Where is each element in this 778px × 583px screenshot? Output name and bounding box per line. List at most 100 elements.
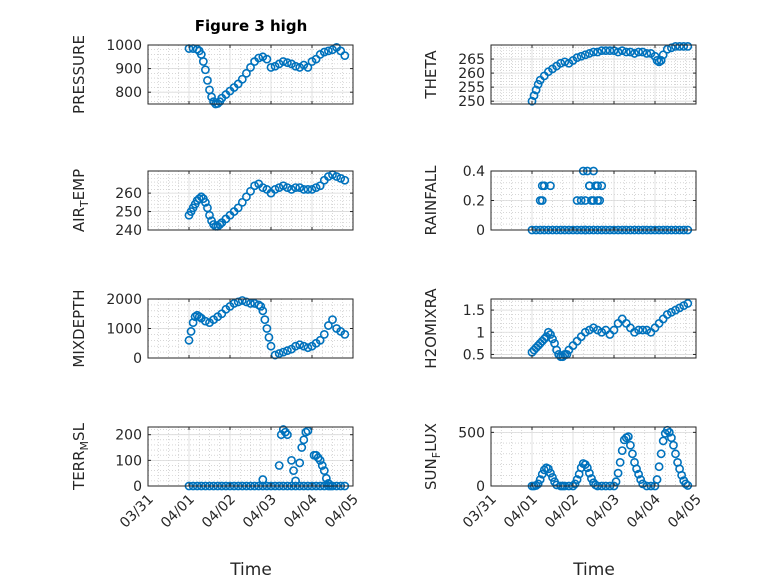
y-tick-label: 265 bbox=[458, 52, 485, 68]
data-point bbox=[546, 468, 555, 478]
data-point bbox=[291, 183, 300, 192]
subplot-4: 0 0.2 0.4 RAINFALL bbox=[422, 164, 697, 239]
data-point bbox=[303, 185, 313, 194]
data-point bbox=[209, 97, 218, 107]
data-point bbox=[207, 92, 216, 102]
data-point bbox=[626, 47, 635, 57]
y-axis-label: AIRTEMP bbox=[70, 169, 91, 232]
data-point bbox=[303, 343, 313, 353]
series-markers bbox=[184, 42, 350, 109]
data-point bbox=[258, 183, 268, 192]
data-point bbox=[656, 449, 666, 459]
data-point bbox=[650, 51, 660, 61]
y-tick-label: 0 bbox=[133, 351, 142, 367]
data-point bbox=[548, 334, 557, 344]
data-point bbox=[560, 57, 570, 67]
data-point bbox=[671, 42, 680, 51]
data-point bbox=[570, 479, 580, 489]
data-point bbox=[533, 79, 543, 89]
data-point bbox=[241, 297, 251, 307]
data-point bbox=[184, 335, 194, 345]
data-point bbox=[683, 42, 693, 51]
data-point bbox=[535, 475, 545, 484]
data-point bbox=[539, 334, 549, 344]
y-tick-label: 1 bbox=[476, 325, 485, 341]
data-point bbox=[282, 430, 292, 440]
subplot-1: 800 900 1000 PRESSURE bbox=[70, 35, 354, 114]
x-axis-label-left: Time bbox=[229, 560, 272, 580]
data-point bbox=[667, 43, 676, 53]
data-point bbox=[297, 443, 307, 452]
data-point bbox=[254, 300, 264, 310]
data-point bbox=[529, 91, 539, 100]
subplot-3: 240 250 260 AIRTEMP bbox=[70, 169, 354, 239]
series-markers bbox=[184, 170, 350, 231]
data-point bbox=[556, 58, 566, 68]
data-point bbox=[237, 74, 247, 84]
data-point bbox=[652, 475, 662, 484]
data-point bbox=[658, 436, 668, 446]
data-point bbox=[260, 315, 270, 325]
data-point bbox=[274, 349, 284, 358]
axes-box bbox=[147, 170, 354, 231]
data-point bbox=[669, 440, 678, 450]
y-tick-label: 0.5 bbox=[463, 347, 485, 363]
y-axis-label: RAINFALL bbox=[422, 165, 440, 236]
data-point bbox=[580, 196, 590, 205]
data-point bbox=[266, 63, 276, 72]
data-point bbox=[262, 54, 272, 64]
data-point bbox=[186, 327, 196, 336]
y-axis-label: TERRMSL bbox=[70, 422, 91, 491]
y-tick-label: 255 bbox=[458, 80, 485, 96]
axes-box bbox=[490, 44, 697, 105]
data-point bbox=[589, 47, 598, 57]
data-point bbox=[531, 85, 541, 95]
y-tick-label: 0.2 bbox=[463, 194, 485, 210]
data-point bbox=[527, 96, 537, 106]
data-point bbox=[587, 474, 596, 483]
data-point bbox=[282, 58, 292, 68]
data-point bbox=[241, 68, 251, 78]
data-point bbox=[274, 461, 284, 470]
x-tick-label: 04/03 bbox=[240, 492, 280, 532]
x-axis-label-right: Time bbox=[572, 560, 615, 580]
data-point bbox=[537, 196, 547, 205]
data-point bbox=[209, 220, 218, 229]
x-tick-label: 04/02 bbox=[199, 492, 239, 532]
data-point bbox=[295, 183, 305, 192]
x-tick-label: 04/04 bbox=[281, 491, 321, 531]
data-point bbox=[658, 50, 668, 60]
data-point bbox=[287, 185, 296, 194]
data-point bbox=[546, 330, 555, 339]
data-point bbox=[681, 479, 691, 489]
data-point bbox=[282, 183, 292, 192]
data-point bbox=[671, 449, 680, 459]
data-point bbox=[597, 181, 607, 191]
y-axis-label: SUNFLUX bbox=[422, 423, 443, 490]
subplot-5: 0 1000 2000 MIXDEPTH bbox=[70, 289, 354, 368]
x-tick-label: 04/03 bbox=[583, 492, 623, 532]
data-point bbox=[319, 466, 329, 476]
data-point bbox=[262, 324, 272, 333]
data-point bbox=[241, 192, 251, 202]
x-tick-label: 03/31 bbox=[460, 492, 500, 532]
data-point bbox=[656, 56, 666, 65]
data-point bbox=[332, 172, 341, 181]
data-point bbox=[636, 475, 646, 484]
data-point bbox=[323, 172, 333, 181]
data-point bbox=[609, 325, 619, 335]
x-tick-label: 04/04 bbox=[624, 491, 664, 531]
axes-box bbox=[147, 426, 354, 487]
series-markers bbox=[184, 296, 350, 360]
data-point bbox=[638, 325, 648, 335]
data-point bbox=[580, 50, 590, 60]
data-point bbox=[539, 181, 549, 191]
x-tick-label: 04/05 bbox=[322, 492, 362, 532]
data-point bbox=[642, 49, 652, 58]
data-point bbox=[613, 47, 623, 57]
data-point bbox=[203, 76, 212, 85]
data-point bbox=[537, 469, 547, 479]
data-point bbox=[196, 192, 206, 202]
series-markers bbox=[527, 42, 693, 106]
